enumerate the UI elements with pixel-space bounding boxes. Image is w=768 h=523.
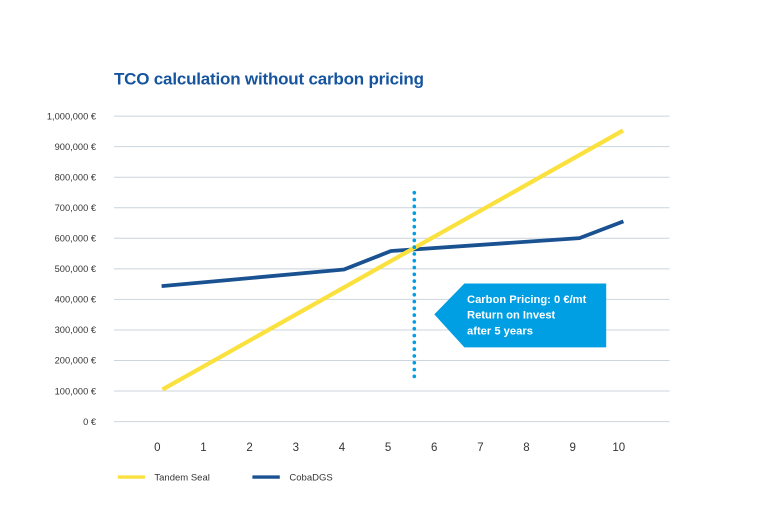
- svg-text:Tandem Seal: Tandem Seal: [154, 472, 209, 483]
- svg-text:2: 2: [246, 442, 252, 454]
- svg-text:700,000 €: 700,000 €: [55, 203, 97, 213]
- svg-text:9: 9: [569, 442, 575, 454]
- svg-text:500,000 €: 500,000 €: [55, 264, 97, 274]
- svg-text:5: 5: [385, 442, 391, 454]
- svg-text:Return on Invest: Return on Invest: [467, 310, 556, 322]
- svg-text:Carbon Pricing: 0 €/mt: Carbon Pricing: 0 €/mt: [467, 294, 587, 306]
- svg-text:CobaDGS: CobaDGS: [289, 472, 332, 483]
- svg-text:TCO calculation without carbon: TCO calculation without carbon pricing: [114, 70, 424, 89]
- svg-text:600,000 €: 600,000 €: [55, 234, 97, 244]
- svg-text:400,000 €: 400,000 €: [55, 295, 97, 305]
- svg-text:100,000 €: 100,000 €: [55, 386, 97, 396]
- svg-text:1,000,000 €: 1,000,000 €: [47, 111, 97, 121]
- svg-text:7: 7: [477, 442, 483, 454]
- svg-text:10: 10: [612, 442, 625, 454]
- svg-text:900,000 €: 900,000 €: [55, 142, 97, 152]
- svg-text:3: 3: [293, 442, 299, 454]
- svg-text:after 5 years: after 5 years: [467, 326, 533, 338]
- svg-text:800,000 €: 800,000 €: [55, 172, 97, 182]
- svg-text:6: 6: [431, 442, 437, 454]
- svg-text:200,000 €: 200,000 €: [55, 356, 97, 366]
- svg-text:0 €: 0 €: [83, 417, 97, 427]
- svg-text:300,000 €: 300,000 €: [55, 325, 97, 335]
- svg-text:0: 0: [154, 442, 160, 454]
- svg-text:1: 1: [200, 442, 206, 454]
- svg-text:4: 4: [339, 442, 346, 454]
- svg-text:8: 8: [523, 442, 529, 454]
